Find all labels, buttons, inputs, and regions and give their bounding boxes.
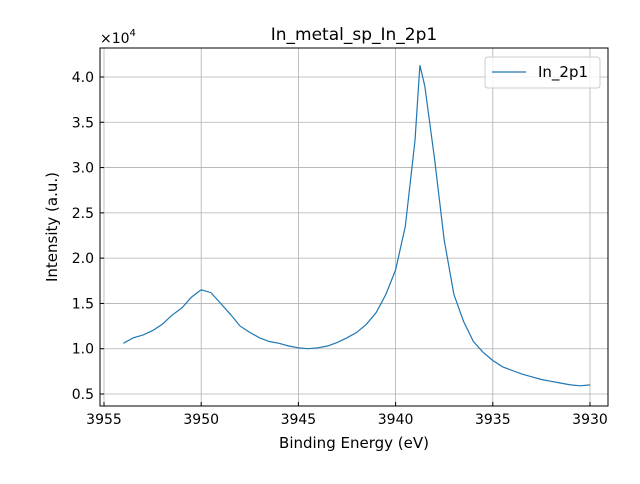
chart-title: In_metal_sp_In_2p1 <box>271 25 437 45</box>
x-tick-label: 3950 <box>183 412 219 428</box>
y-tick-label: 2.0 <box>72 251 94 267</box>
grid <box>100 48 608 406</box>
y-tick-label: 1.0 <box>72 342 94 358</box>
x-axis-label: Binding Energy (eV) <box>279 434 429 452</box>
y-tick-label: 2.5 <box>72 206 94 222</box>
y-tick-label: 3.0 <box>72 161 94 177</box>
x-tick-label: 3955 <box>86 412 122 428</box>
y-axis-label: Intensity (a.u.) <box>43 172 61 282</box>
x-tick-label: 3935 <box>475 412 511 428</box>
x-tick-label: 3945 <box>281 412 317 428</box>
x-tick-label: 3930 <box>572 412 608 428</box>
y-tick-label: 3.5 <box>72 115 94 131</box>
legend: In_2p1 <box>484 56 601 89</box>
x-tick-label: 3940 <box>378 412 414 428</box>
ticks: 3955 3950 3945 3940 3935 3930 0.5 1.0 1.5 2.0 2.5 3… <box>72 70 608 428</box>
axes-frame <box>99 47 609 407</box>
y-tick-label: 4.0 <box>72 70 94 86</box>
legend-label: In_2p1 <box>538 63 588 82</box>
y-tick-label: 1.5 <box>72 296 94 312</box>
y-multiplier: ×104 <box>100 28 136 47</box>
legend-box <box>484 56 601 89</box>
series-line-in-2p1 <box>123 65 591 387</box>
y-tick-label: 0.5 <box>72 387 94 403</box>
